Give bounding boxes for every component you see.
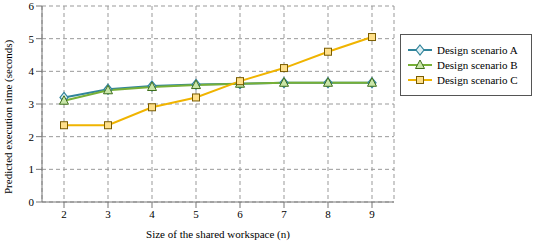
- svg-text:8: 8: [325, 208, 331, 220]
- svg-text:2: 2: [29, 131, 35, 143]
- svg-text:Size of the shared workspace (: Size of the shared workspace (n): [146, 228, 290, 241]
- html-text:Design scenario B: Design scenario B: [437, 59, 518, 71]
- svg-text:1: 1: [29, 163, 35, 175]
- svg-text:6: 6: [237, 208, 243, 220]
- svg-text:9: 9: [369, 208, 375, 220]
- svg-text:2: 2: [61, 208, 67, 220]
- svg-text:3: 3: [105, 208, 111, 220]
- svg-text:0: 0: [29, 196, 35, 208]
- svg-text:5: 5: [193, 208, 199, 220]
- html-text:Design scenario A: Design scenario A: [437, 44, 518, 56]
- svg-text:7: 7: [281, 208, 287, 220]
- svg-text:6: 6: [29, 0, 35, 12]
- svg-text:Predicted execution time (seco: Predicted execution time (seconds): [2, 39, 15, 194]
- html-text:Design scenario C: Design scenario C: [437, 74, 518, 86]
- svg-text:4: 4: [149, 208, 155, 220]
- svg-text:5: 5: [29, 33, 35, 45]
- svg-text:3: 3: [29, 98, 35, 110]
- svg-text:4: 4: [29, 65, 35, 77]
